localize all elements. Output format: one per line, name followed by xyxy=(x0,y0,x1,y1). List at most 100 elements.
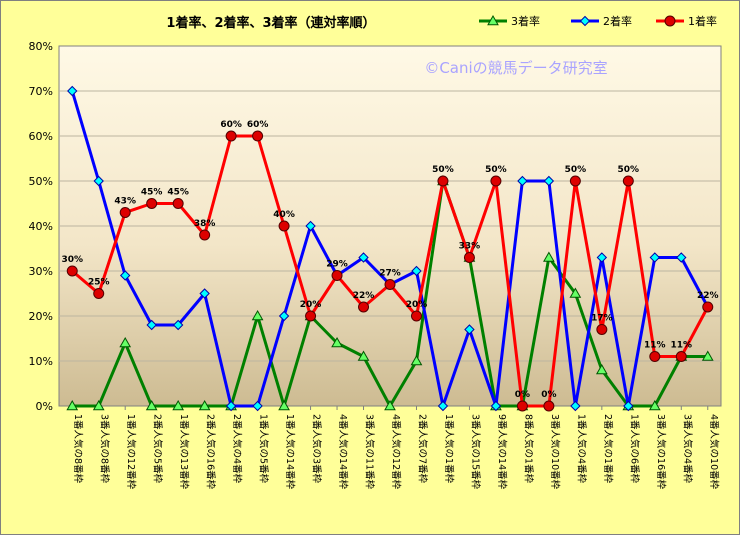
data-point xyxy=(569,287,582,298)
data-point xyxy=(92,399,105,411)
data-point xyxy=(251,309,264,321)
x-tick-label: 1番人気の8番枠 xyxy=(72,414,84,484)
data-point xyxy=(622,175,634,187)
data-point xyxy=(252,130,264,142)
y-tick-label: 30% xyxy=(29,265,53,278)
gridlines xyxy=(59,90,721,362)
data-point xyxy=(490,175,502,187)
data-point xyxy=(516,400,528,412)
data-point xyxy=(278,399,290,411)
data-label: 11% xyxy=(671,341,693,351)
data-point xyxy=(579,15,591,27)
x-tick-label: 1番人気の12番枠 xyxy=(125,414,137,490)
data-point xyxy=(305,310,317,322)
data-point xyxy=(172,319,184,331)
data-point xyxy=(623,400,634,412)
x-tick-label: 1番人気の1番枠 xyxy=(443,414,455,484)
data-point xyxy=(119,270,131,281)
data-label: 20% xyxy=(406,300,428,310)
data-point xyxy=(463,252,475,263)
x-tick-label: 4番人気の12番枠 xyxy=(390,414,402,490)
y-tick-label: 20% xyxy=(29,310,53,323)
legend-item: 1着率 xyxy=(656,14,717,28)
data-point xyxy=(305,220,316,232)
x-tick-label: 3番人気の16番枠 xyxy=(655,414,667,490)
x-tick-label: 1番人気の13番枠 xyxy=(178,414,190,490)
data-label: 22% xyxy=(353,291,375,301)
data-label: 0% xyxy=(515,390,530,400)
data-point xyxy=(701,350,714,361)
x-tick-label: 8番人気の1番枠 xyxy=(522,414,534,484)
data-label: 22% xyxy=(697,291,719,301)
legend-label: 1着率 xyxy=(688,14,717,28)
x-tick-label: 2番人気の4番枠 xyxy=(231,414,243,484)
x-axis: 1番人気の8番枠 3番人気の8番枠 1番人気の12番枠 2番人気の5番枠 1番人気の13… xyxy=(71,406,720,490)
data-point xyxy=(199,229,211,241)
data-label: 45% xyxy=(141,188,163,198)
x-tick-label: 2番人気の1番枠 xyxy=(602,414,614,484)
data-point xyxy=(596,324,608,335)
data-point xyxy=(252,400,263,412)
series-2着率 xyxy=(67,85,713,412)
data-point xyxy=(145,399,158,411)
data-point xyxy=(517,175,528,187)
data-point xyxy=(93,288,105,299)
data-label: 50% xyxy=(432,165,454,175)
x-tick-label: 3番人気の10番枠 xyxy=(549,414,561,490)
data-point xyxy=(664,15,676,27)
data-label: 50% xyxy=(618,165,640,175)
data-point xyxy=(278,310,290,322)
data-point xyxy=(93,175,104,187)
x-tick-label: 4番人気の10番枠 xyxy=(708,414,720,490)
y-tick-label: 0% xyxy=(36,400,53,413)
data-label: 45% xyxy=(167,188,189,198)
data-point xyxy=(66,265,78,277)
series-1着率 xyxy=(66,130,714,412)
legend-item: 3着率 xyxy=(479,14,540,28)
data-point xyxy=(146,198,158,209)
data-point xyxy=(596,252,608,263)
x-tick-label: 2番人気の16番枠 xyxy=(205,414,217,490)
data-label: 25% xyxy=(88,278,110,288)
data-label: 27% xyxy=(379,269,401,279)
data-point xyxy=(358,301,370,313)
data-point xyxy=(411,265,422,277)
data-labels: 30% 25% 43% 45% 45% 38% 60% 60% 40% 20% 29% 22% 27% 2… xyxy=(61,120,718,400)
x-tick-label: 2番人気の7番枠 xyxy=(416,414,428,484)
data-label: 17% xyxy=(591,314,613,324)
data-point xyxy=(543,400,555,412)
data-point xyxy=(570,400,581,412)
data-point xyxy=(676,252,687,263)
data-point xyxy=(569,175,581,187)
data-point xyxy=(437,400,449,412)
chart-title: 1着率、2着率、3着率（連対率順） xyxy=(166,15,375,31)
data-point xyxy=(437,175,449,187)
legend-label: 3着率 xyxy=(511,14,540,28)
data-point xyxy=(410,310,422,322)
data-point xyxy=(198,399,211,411)
data-point xyxy=(410,354,423,366)
data-label: 20% xyxy=(300,300,322,310)
data-point xyxy=(543,251,555,262)
y-tick-label: 40% xyxy=(29,220,53,233)
data-label: 60% xyxy=(220,120,242,130)
x-tick-label: 1番人気の6番枠 xyxy=(628,414,640,484)
data-point xyxy=(648,399,661,411)
data-label: 50% xyxy=(485,165,507,175)
data-point xyxy=(278,220,290,232)
x-tick-label: 1番人気の14番枠 xyxy=(284,414,296,490)
data-point xyxy=(225,130,237,142)
series-group xyxy=(66,85,714,412)
data-point xyxy=(357,350,370,361)
data-label: 40% xyxy=(273,210,295,220)
data-label: 33% xyxy=(459,242,481,252)
y-tick-label: 50% xyxy=(29,175,53,188)
x-tick-label: 2番人気の3番枠 xyxy=(311,414,323,484)
data-point xyxy=(384,279,396,290)
x-tick-label: 2番人気の5番枠 xyxy=(152,414,164,484)
data-point xyxy=(146,319,157,331)
data-point xyxy=(464,324,475,335)
data-point xyxy=(649,252,661,263)
